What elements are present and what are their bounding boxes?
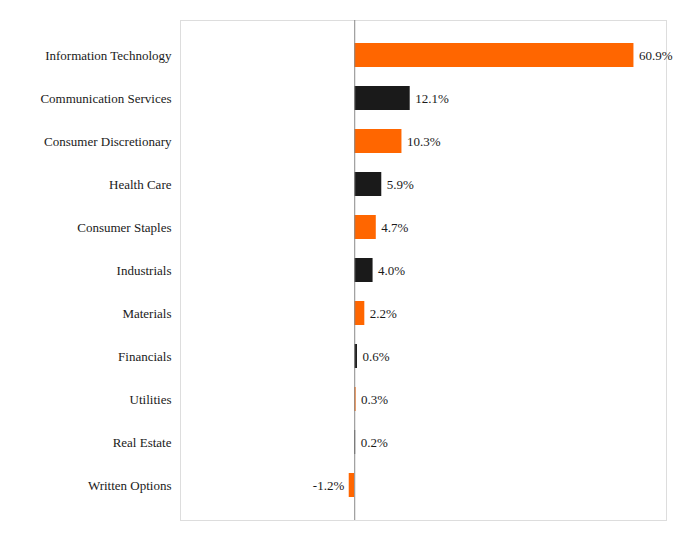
svg-text:5.9%: 5.9% [387, 177, 414, 192]
svg-text:2.2%: 2.2% [370, 306, 397, 321]
svg-text:4.7%: 4.7% [381, 220, 408, 235]
svg-text:10.3%: 10.3% [407, 134, 441, 149]
svg-text:0.2%: 0.2% [361, 435, 388, 450]
svg-text:Consumer Discretionary: Consumer Discretionary [44, 134, 172, 149]
svg-text:Consumer Staples: Consumer Staples [77, 220, 171, 235]
svg-text:Information Technology: Information Technology [45, 48, 172, 63]
svg-text:Communication Services: Communication Services [40, 91, 171, 106]
svg-text:Industrials: Industrials [117, 263, 172, 278]
svg-text:0.3%: 0.3% [361, 392, 388, 407]
svg-text:Utilities: Utilities [130, 392, 172, 407]
svg-text:Real Estate: Real Estate [113, 435, 172, 450]
svg-text:Written Options: Written Options [88, 478, 172, 493]
svg-text:60.9%: 60.9% [639, 48, 673, 63]
svg-text:4.0%: 4.0% [378, 263, 405, 278]
svg-text:0.6%: 0.6% [362, 349, 389, 364]
svg-text:-1.2%: -1.2% [313, 478, 345, 493]
svg-text:Health Care: Health Care [109, 177, 172, 192]
svg-text:12.1%: 12.1% [415, 91, 449, 106]
svg-text:Financials: Financials [118, 349, 171, 364]
svg-text:Materials: Materials [122, 306, 171, 321]
